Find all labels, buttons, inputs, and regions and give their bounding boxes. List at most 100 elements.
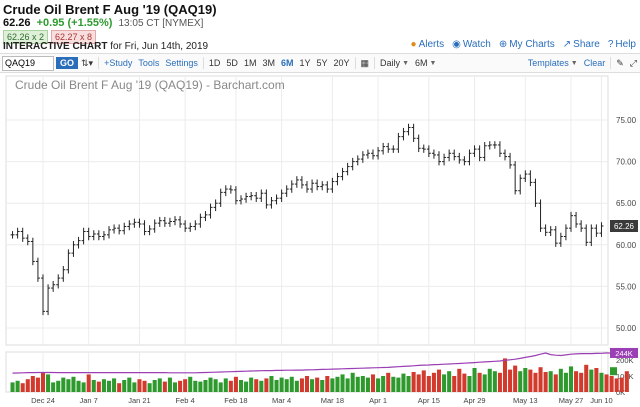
chart-label-date: for Fri, Jun 14th, 2019	[110, 41, 209, 52]
period-3m[interactable]: 3M	[262, 58, 275, 68]
volume-bar	[538, 367, 543, 392]
volume-bar	[122, 380, 127, 392]
period-20y[interactable]: 20Y	[333, 58, 350, 68]
price-bar	[167, 217, 172, 227]
price-bar	[523, 170, 528, 182]
price-bar	[183, 220, 188, 232]
clear-button[interactable]: Clear	[583, 58, 606, 68]
volume-bar	[51, 382, 56, 392]
period-1d[interactable]: 1D	[208, 58, 221, 68]
volume-bar	[558, 368, 563, 392]
volume-bar	[472, 368, 477, 392]
draw-pen-icon[interactable]: ✎	[616, 57, 624, 68]
add-study-button[interactable]: +Study	[104, 58, 133, 68]
range-select[interactable]: 6M ▼	[412, 58, 439, 68]
time-tick-label: Apr 15	[418, 396, 440, 405]
price-bar	[289, 180, 294, 193]
watch-link[interactable]: ◉ Watch	[452, 39, 491, 50]
go-button[interactable]: GO	[56, 57, 79, 69]
price-bar	[340, 167, 345, 181]
chart-toolbar: GO ⇅▾ +Study Tools Settings 1D 5D 1M 3M …	[0, 53, 640, 73]
quote-time: 13:05 CT [NYMEX]	[118, 18, 204, 29]
period-1y[interactable]: 1Y	[299, 58, 311, 68]
tools-button[interactable]: Tools	[138, 58, 160, 68]
price-bar	[426, 145, 431, 158]
price-bar	[66, 249, 71, 274]
price-bar	[528, 170, 533, 187]
symbol-input[interactable]	[2, 55, 54, 71]
share-link[interactable]: ↗ Share	[563, 39, 600, 50]
price-bar	[284, 185, 289, 197]
volume-axis: 200K 100K 0K	[616, 356, 634, 397]
fullscreen-icon[interactable]: ⤢	[629, 57, 637, 68]
price-bar	[112, 224, 117, 234]
my-charts-link[interactable]: ⊕ My Charts	[499, 39, 555, 50]
volume-bar	[213, 379, 218, 392]
help-label: Help	[615, 39, 636, 50]
price-bar	[381, 142, 386, 155]
time-tick-label: Feb 18	[224, 396, 247, 405]
price-bar	[538, 199, 543, 232]
volume-bar	[401, 373, 406, 392]
volume-bar	[299, 378, 304, 392]
chevron-down-icon: ▼	[429, 59, 437, 67]
price-bar	[513, 161, 518, 195]
volume-badge	[610, 367, 617, 376]
volume-bar	[568, 366, 574, 392]
price-bar	[101, 231, 106, 241]
calendar-icon[interactable]: ▦	[360, 57, 370, 68]
price-bar	[162, 216, 167, 227]
settings-button[interactable]: Settings	[165, 58, 198, 68]
volume-bar	[320, 380, 325, 392]
time-tick-label: Mar 18	[321, 396, 344, 405]
volume-bar	[386, 372, 391, 392]
volume-bar	[249, 377, 254, 392]
interval-select[interactable]: Daily ▼	[377, 58, 412, 68]
alerts-link[interactable]: ● Alerts	[411, 39, 445, 50]
help-link[interactable]: ? Help	[608, 39, 636, 50]
price-bar	[173, 216, 177, 226]
price-bar	[91, 230, 96, 241]
price-bar	[391, 145, 396, 153]
time-tick-label: Apr 29	[463, 396, 485, 405]
volume-bar	[289, 376, 294, 392]
compare-icon[interactable]: ⇅▾	[81, 57, 94, 68]
period-5y[interactable]: 5Y	[316, 58, 328, 68]
price-bar	[137, 218, 142, 228]
volume-bar	[330, 378, 335, 392]
volume-bar	[188, 376, 193, 392]
price-bar	[233, 186, 238, 205]
volume-bar	[376, 378, 381, 392]
volume-bar	[355, 376, 360, 392]
price-bar	[41, 274, 45, 316]
price-bar	[492, 141, 497, 149]
volume-bar	[411, 372, 416, 392]
volume-bar	[106, 380, 112, 392]
price-bar	[20, 227, 25, 242]
open-interest-badge	[610, 347, 638, 358]
volume-bar	[543, 372, 548, 392]
price-bar	[10, 231, 15, 239]
volume-bar	[178, 380, 183, 392]
price-bar	[599, 222, 604, 237]
price-bar	[371, 149, 375, 160]
chevron-down-icon: ▼	[402, 59, 409, 67]
price-bar	[482, 142, 487, 162]
price-bar	[437, 151, 441, 166]
volume-bar	[579, 372, 584, 392]
volume-bar	[304, 376, 310, 392]
period-1m[interactable]: 1M	[243, 58, 257, 68]
price-bar	[218, 188, 223, 207]
price-bar	[127, 220, 132, 231]
contract-title: Crude Oil Brent F Aug '19 (QAQ19)	[3, 2, 217, 17]
period-6m[interactable]: 6M	[280, 58, 294, 68]
price-bar	[279, 189, 284, 202]
templates-select[interactable]: Templates ▼	[525, 58, 581, 68]
chart-grid	[5, 75, 609, 393]
price-bar	[548, 226, 553, 237]
price-bar	[56, 274, 61, 289]
volume-bar	[233, 376, 238, 392]
period-5d[interactable]: 5D	[226, 58, 238, 68]
volume-bar	[315, 377, 320, 392]
